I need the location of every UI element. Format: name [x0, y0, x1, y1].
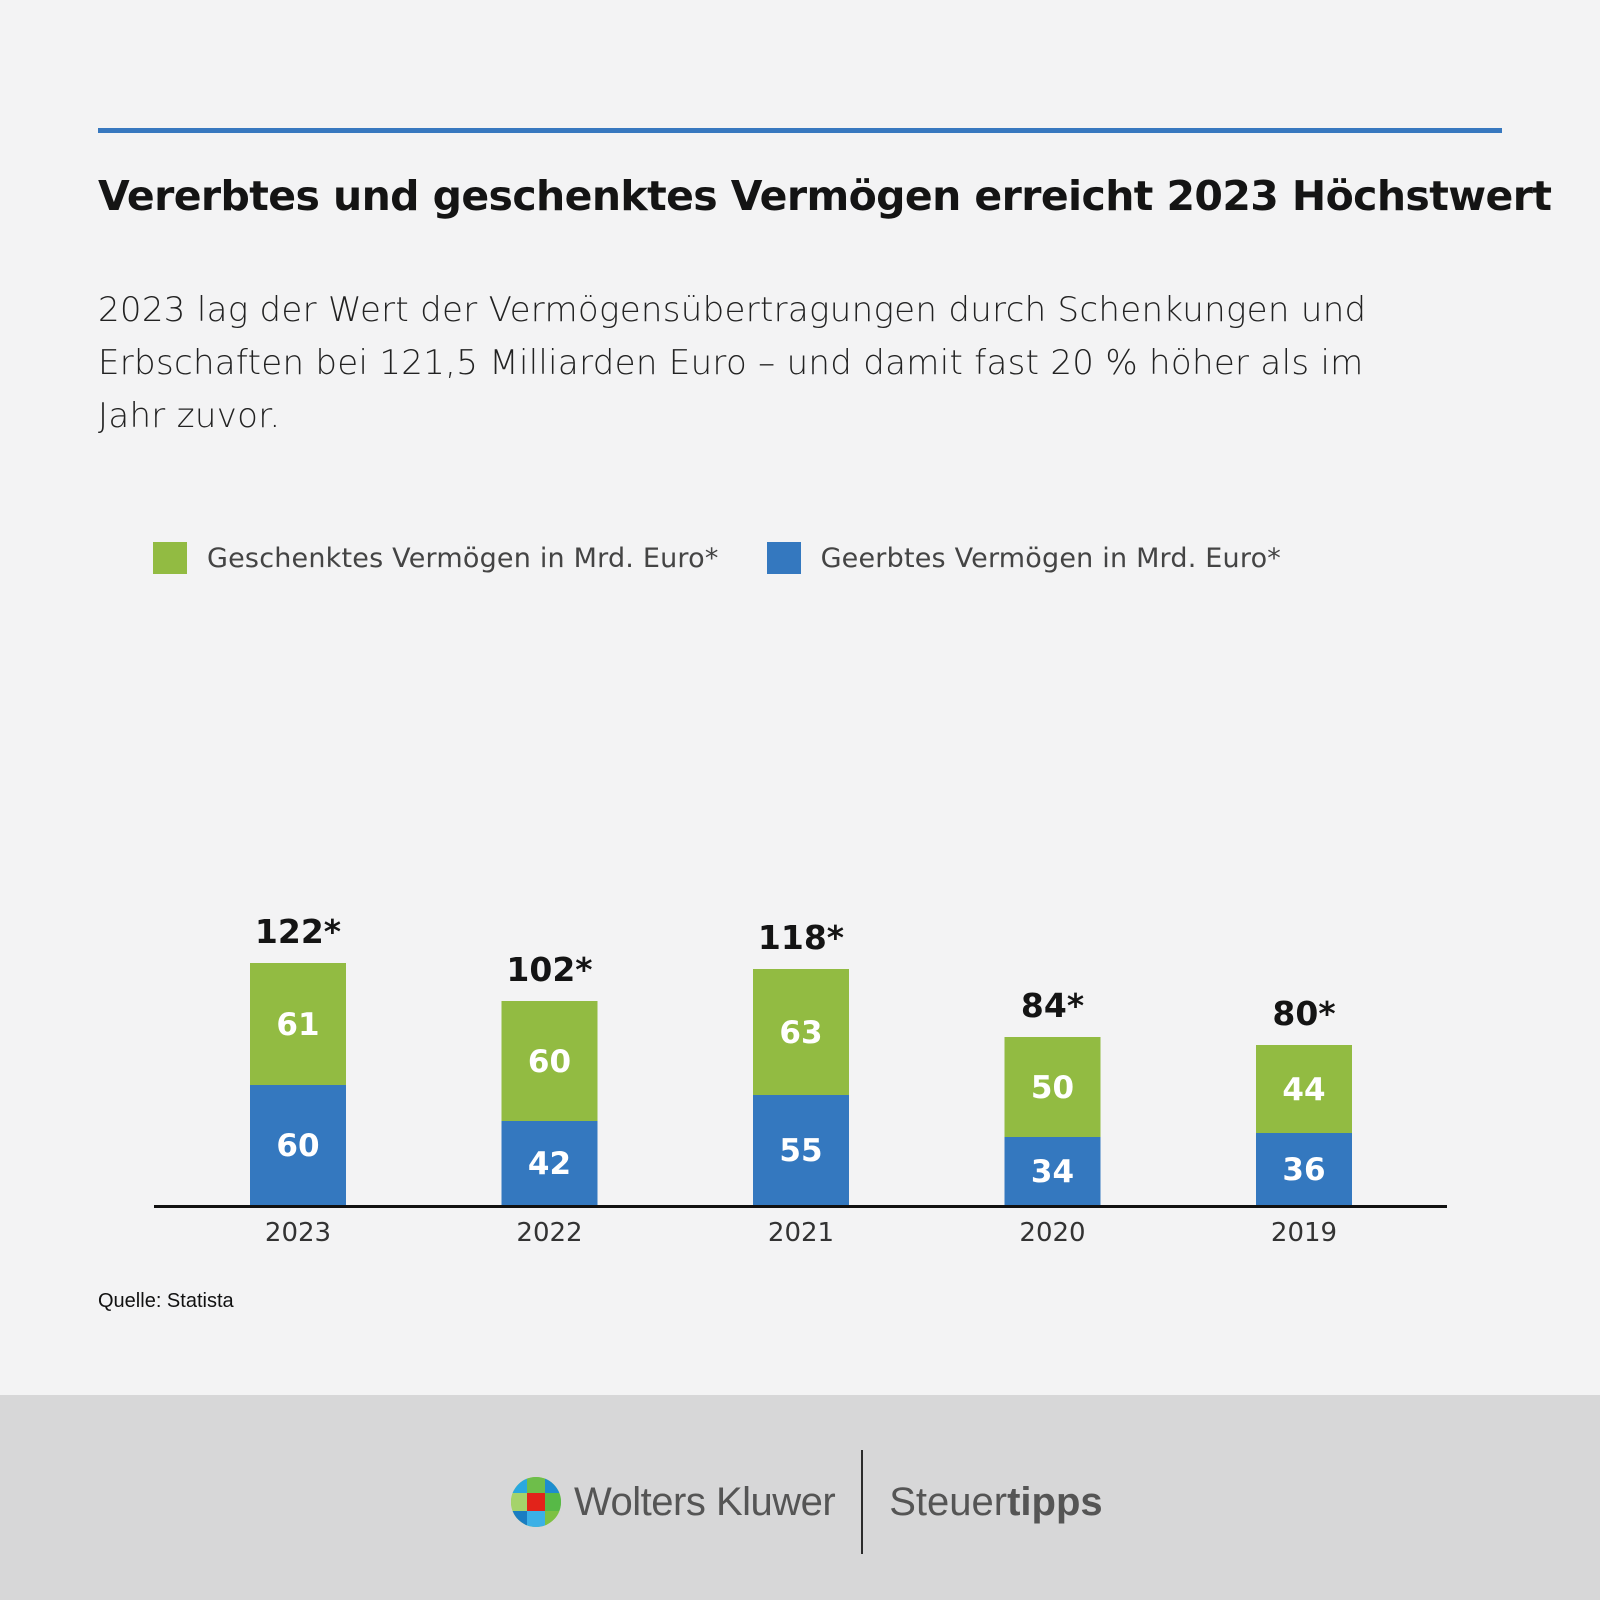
bar-segment-geerbt [753, 1095, 849, 1205]
bar-value-label: 42 [528, 1146, 571, 1182]
bar-value-label: 60 [276, 1128, 319, 1164]
bar-total-label: 102* [506, 950, 592, 989]
wolters-kluwer-wordmark: Wolters Kluwer [574, 1479, 836, 1524]
bar-value-label: 36 [1282, 1152, 1325, 1188]
bar-segment-geschenkt [501, 1001, 598, 1121]
footer-logos: Wolters Kluwer Steuertipps [510, 1449, 1103, 1555]
legend-label: Geschenktes Vermögen in Mrd. Euro* [207, 542, 719, 574]
top-rule [98, 128, 1502, 133]
subtitle-line: Jahr zuvor. [98, 396, 281, 436]
bar-segment-geschenkt [753, 969, 849, 1095]
bar-value-label: 50 [1031, 1070, 1074, 1106]
subtitle-line: Erbschaften bei 121,5 Milliarden Euro – … [98, 343, 1364, 383]
x-tick-label: 2021 [768, 1218, 834, 1248]
legend-swatch-green [153, 542, 187, 574]
page-title: Vererbtes und geschenktes Vermögen errei… [98, 172, 1552, 220]
footer: Wolters Kluwer Steuertipps [0, 1395, 1600, 1600]
steuertipps-bold: tipps [1007, 1479, 1103, 1524]
logo-divider [861, 1450, 864, 1554]
legend-label: Geerbtes Vermögen in Mrd. Euro* [820, 542, 1281, 574]
wolters-kluwer-logo-icon [511, 1477, 561, 1527]
bar-value-label: 60 [528, 1044, 571, 1080]
steuertipps-wordmark: Steuertipps [889, 1480, 1102, 1525]
bar-value-label: 61 [276, 1007, 319, 1043]
bar-value-label: 63 [779, 1015, 822, 1051]
x-tick-label: 2022 [516, 1218, 582, 1248]
x-tick-label: 2019 [1271, 1218, 1337, 1248]
source-note: Quelle: Statista [98, 1290, 234, 1312]
bar-segment-geerbt [1004, 1137, 1101, 1205]
stacked-bar-chart: 60 61 122* 2023 42 60 102* 2022 55 63 118* 2021 34 50… [154, 912, 1447, 1248]
subtitle: 2023 lag der Wert der Vermögensübertragu… [98, 284, 1498, 443]
bar-segment-geschenkt [1004, 1037, 1101, 1137]
bar-total-label: 122* [255, 912, 341, 951]
bar-segment-geerbt [250, 1085, 346, 1205]
bar-value-label: 44 [1282, 1072, 1325, 1108]
steuertipps-regular: Steuer [889, 1479, 1008, 1524]
legend-swatch-blue [766, 542, 801, 574]
bar-total-label: 80* [1272, 994, 1335, 1033]
legend-item-geerbt: Geerbtes Vermögen in Mrd. Euro* [766, 542, 1281, 574]
bar-segment-geschenkt [1256, 1045, 1352, 1133]
bar-segment-geerbt [501, 1121, 598, 1205]
bar-total-label: 118* [758, 918, 844, 957]
chart-legend: Geschenktes Vermögen in Mrd. Euro* Geerb… [153, 540, 1329, 576]
bar-value-label: 34 [1031, 1154, 1074, 1190]
bar-segment-geerbt [1256, 1133, 1352, 1205]
bar-total-label: 84* [1021, 986, 1084, 1025]
bar-segment-geschenkt [250, 963, 346, 1085]
x-tick-label: 2023 [265, 1218, 331, 1248]
subtitle-line: 2023 lag der Wert der Vermögensübertragu… [98, 290, 1367, 330]
x-tick-label: 2020 [1019, 1218, 1085, 1248]
legend-item-geschenkt: Geschenktes Vermögen in Mrd. Euro* [153, 542, 719, 574]
bar-value-label: 55 [779, 1133, 822, 1169]
